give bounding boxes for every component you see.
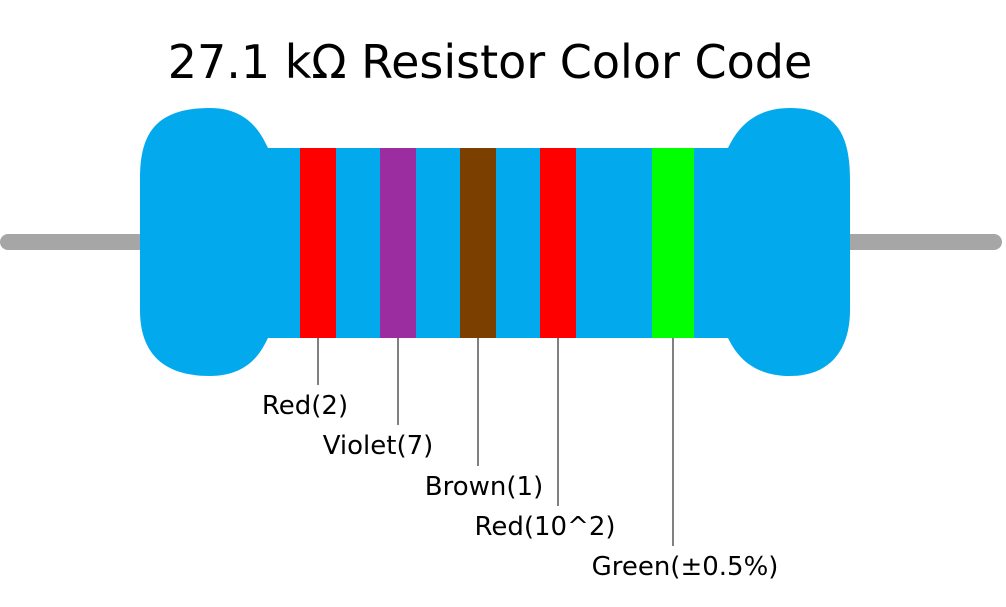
title: 27.1 kΩ Resistor Color Code (168, 35, 813, 89)
color-band (460, 148, 496, 338)
band-label: Red(2) (262, 391, 348, 421)
color-band (540, 148, 576, 338)
band-label: Red(10^2) (474, 512, 615, 542)
band-label: Green(±0.5%) (592, 552, 779, 582)
color-band (652, 148, 694, 338)
color-band (380, 148, 416, 338)
band-label: Violet(7) (323, 431, 434, 461)
color-band (300, 148, 336, 338)
band-label: Brown(1) (425, 472, 543, 502)
